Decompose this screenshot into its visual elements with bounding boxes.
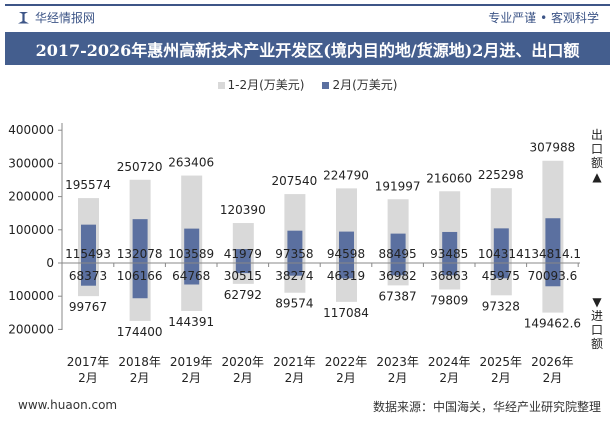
label-ytd-export: 207540 xyxy=(271,174,317,188)
label-month-export: 104314 xyxy=(478,247,524,261)
logo-icon xyxy=(18,11,29,24)
x-tick-label: 2月 xyxy=(285,371,305,385)
x-tick-label: 2月 xyxy=(491,371,511,385)
bar-month xyxy=(81,224,96,286)
label-month-import: 46319 xyxy=(327,269,365,283)
label-month-import: 36863 xyxy=(430,269,468,283)
legend-item-ytd: 1-2月(万美元) xyxy=(217,76,304,93)
label-ytd-export: 263406 xyxy=(168,156,214,170)
label-ytd-import: 99767 xyxy=(69,300,107,314)
label-ytd-export: 191997 xyxy=(375,179,421,193)
label-ytd-export: 307988 xyxy=(529,141,575,155)
x-tick-label: 2月 xyxy=(336,371,356,385)
import-axis-label: ▼进口额 xyxy=(590,295,603,351)
slogan: 专业严谨 • 客观科学 xyxy=(488,11,599,25)
x-tick-label: 2月 xyxy=(78,371,98,385)
x-tick-label: 2021年 xyxy=(273,355,316,369)
legend: 1-2月(万美元) 2月(万美元) xyxy=(0,76,615,93)
label-month-export: 132078 xyxy=(117,247,163,261)
x-tick-label: 2026年 xyxy=(531,355,574,369)
x-tick-label: 2022年 xyxy=(325,355,368,369)
top-rule xyxy=(5,4,610,6)
label-ytd-import: 149462.6 xyxy=(524,317,581,331)
x-tick-label: 2018年 xyxy=(118,355,161,369)
website: www.huaon.com xyxy=(18,398,118,412)
bar-month xyxy=(184,228,200,285)
label-month-export: 103589 xyxy=(168,247,214,261)
y-tick-label: 200000 xyxy=(8,322,54,336)
label-month-import: 70093.6 xyxy=(528,269,578,283)
label-ytd-import: 144391 xyxy=(168,315,214,329)
label-month-import: 68373 xyxy=(69,269,107,283)
x-tick-label: 2月 xyxy=(543,371,563,385)
label-ytd-import: 97328 xyxy=(482,299,520,313)
label-ytd-export: 120390 xyxy=(220,203,266,217)
x-tick-label: 2月 xyxy=(130,371,150,385)
brand: 华经情报网 xyxy=(18,9,95,26)
label-month-import: 36982 xyxy=(379,269,417,283)
export-axis-label: 出口额▲ xyxy=(590,128,603,184)
bar-month xyxy=(287,230,303,276)
x-tick-label: 2024年 xyxy=(428,355,471,369)
y-tick-label: 100000 xyxy=(8,223,54,237)
bar-month xyxy=(339,231,354,279)
label-month-import: 64768 xyxy=(172,269,210,283)
label-month-export: 94598 xyxy=(327,247,365,261)
label-ytd-export: 216060 xyxy=(426,171,472,185)
label-ytd-import: 174400 xyxy=(117,325,163,339)
y-tick-label: 0 xyxy=(46,256,54,270)
legend-item-month: 2月(万美元) xyxy=(322,76,397,93)
label-month-import: 106166 xyxy=(117,269,163,283)
y-tick-label: 400000 xyxy=(8,123,54,137)
label-ytd-export: 250720 xyxy=(117,160,163,174)
label-month-export: 93485 xyxy=(430,247,468,261)
label-month-export: 97358 xyxy=(275,247,313,261)
x-tick-label: 2020年 xyxy=(222,355,265,369)
y-tick-label: 300000 xyxy=(8,156,54,170)
y-tick-label: 200000 xyxy=(8,190,54,204)
bar-month xyxy=(442,231,458,276)
data-source: 数据来源：中国海关，华经产业研究院整理 xyxy=(372,400,601,414)
x-tick-label: 2017年 xyxy=(67,355,110,369)
bar-month xyxy=(545,218,561,287)
bar-month xyxy=(493,228,509,279)
x-tick-label: 2019年 xyxy=(170,355,213,369)
label-ytd-import: 62792 xyxy=(224,288,262,302)
x-tick-label: 2月 xyxy=(439,371,459,385)
label-month-import: 38274 xyxy=(275,269,313,283)
bar-month xyxy=(390,233,406,276)
x-tick-label: 2月 xyxy=(388,371,408,385)
label-month-export: 41979 xyxy=(224,247,262,261)
label-ytd-export: 224790 xyxy=(323,168,369,182)
label-ytd-import: 117084 xyxy=(323,306,369,320)
label-month-import: 30515 xyxy=(224,269,262,283)
y-tick-label: 100000 xyxy=(8,289,54,303)
label-ytd-export: 225298 xyxy=(478,168,524,182)
x-tick-label: 2025年 xyxy=(480,355,523,369)
chart-title: 2017-2026年惠州高新技术产业开发区(境内目的地/货源地)2月进、出口额 xyxy=(5,32,610,65)
label-month-import: 45975 xyxy=(482,269,520,283)
brand-name: 华经情报网 xyxy=(35,11,96,25)
label-ytd-import: 89574 xyxy=(275,297,313,311)
bar-month xyxy=(235,249,251,274)
label-ytd-import: 67387 xyxy=(379,289,417,303)
label-ytd-import: 79809 xyxy=(430,293,468,307)
x-tick-label: 2月 xyxy=(181,371,201,385)
x-tick-label: 2023年 xyxy=(376,355,419,369)
label-ytd-export: 195574 xyxy=(65,178,111,192)
x-tick-label: 2月 xyxy=(233,371,253,385)
bar-month xyxy=(132,219,148,299)
label-month-export: 88495 xyxy=(379,247,417,261)
label-month-export: 134814.1 xyxy=(524,247,581,261)
label-month-export: 115493 xyxy=(65,247,111,261)
